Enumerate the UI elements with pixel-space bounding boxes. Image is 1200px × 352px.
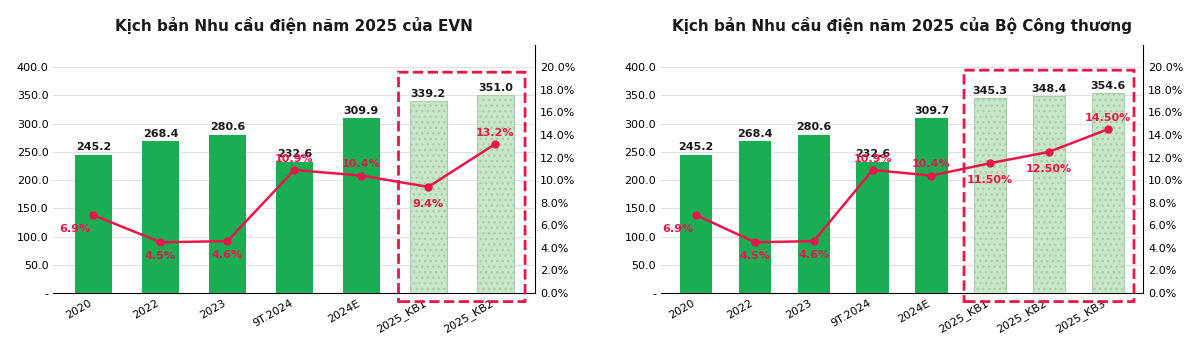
Bar	[142, 142, 179, 293]
Text: 309.7: 309.7	[914, 106, 949, 116]
Bar	[76, 155, 112, 293]
Text: 354.6: 354.6	[1090, 81, 1126, 90]
Text: 4.5%: 4.5%	[145, 251, 176, 261]
Text: 268.4: 268.4	[737, 129, 773, 139]
Text: 280.6: 280.6	[210, 122, 245, 132]
Bar	[1092, 93, 1124, 293]
Bar	[1033, 96, 1066, 293]
Bar	[916, 118, 948, 293]
Bar	[476, 95, 514, 293]
Text: 339.2: 339.2	[410, 89, 446, 99]
Bar	[209, 134, 246, 293]
Bar	[974, 98, 1007, 293]
Text: 6.9%: 6.9%	[662, 224, 694, 234]
Text: 351.0: 351.0	[478, 83, 512, 93]
Text: 245.2: 245.2	[76, 142, 112, 152]
Text: 309.9: 309.9	[343, 106, 379, 116]
Text: 11.50%: 11.50%	[967, 175, 1013, 185]
Text: 14.50%: 14.50%	[1085, 113, 1130, 123]
Text: 4.6%: 4.6%	[212, 250, 242, 260]
Text: 6.9%: 6.9%	[59, 224, 90, 234]
Title: Kịch bản Nhu cầu điện năm 2025 của EVN: Kịch bản Nhu cầu điện năm 2025 của EVN	[115, 17, 473, 34]
Text: 10.4%: 10.4%	[912, 159, 950, 169]
Text: 10.4%: 10.4%	[342, 159, 380, 169]
Text: 232.6: 232.6	[277, 150, 312, 159]
Text: 4.6%: 4.6%	[798, 250, 829, 260]
Bar	[739, 142, 772, 293]
Text: 9.4%: 9.4%	[413, 199, 444, 209]
Bar	[680, 155, 713, 293]
Text: 245.2: 245.2	[678, 142, 714, 152]
Bar	[410, 101, 446, 293]
Bar	[857, 162, 889, 293]
Text: 12.50%: 12.50%	[1026, 164, 1072, 174]
Text: 280.6: 280.6	[796, 122, 832, 132]
Bar	[343, 118, 379, 293]
Text: 268.4: 268.4	[143, 129, 178, 139]
Text: 348.4: 348.4	[1031, 84, 1067, 94]
Bar	[276, 162, 313, 293]
Text: 13.2%: 13.2%	[476, 128, 515, 138]
Title: Kịch bản Nhu cầu điện năm 2025 của Bộ Công thương: Kịch bản Nhu cầu điện năm 2025 của Bộ Cô…	[672, 17, 1132, 34]
Text: 10.9%: 10.9%	[275, 154, 313, 164]
Text: 232.6: 232.6	[854, 150, 890, 159]
Text: 345.3: 345.3	[973, 86, 1008, 96]
Text: 10.9%: 10.9%	[853, 154, 892, 164]
Text: 4.5%: 4.5%	[739, 251, 770, 261]
Bar	[798, 134, 830, 293]
